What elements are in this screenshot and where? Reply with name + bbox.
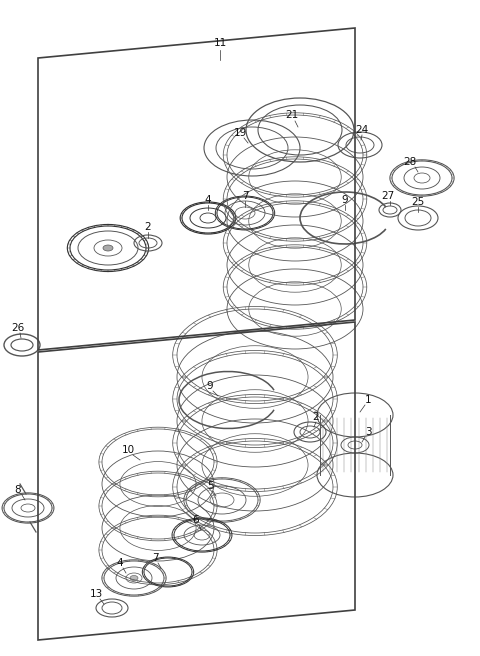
Text: 26: 26 bbox=[12, 323, 24, 333]
Text: 4: 4 bbox=[117, 558, 123, 568]
Text: 6: 6 bbox=[192, 515, 199, 525]
Text: 27: 27 bbox=[382, 191, 395, 201]
Text: 25: 25 bbox=[411, 197, 425, 207]
Text: 4: 4 bbox=[204, 195, 211, 205]
Text: 3: 3 bbox=[365, 427, 372, 437]
Text: 9: 9 bbox=[342, 195, 348, 205]
Ellipse shape bbox=[103, 245, 113, 251]
Text: 13: 13 bbox=[89, 589, 103, 599]
Text: 21: 21 bbox=[286, 110, 299, 120]
Text: 8: 8 bbox=[15, 485, 21, 495]
Text: 5: 5 bbox=[207, 481, 213, 491]
Text: 11: 11 bbox=[214, 38, 227, 48]
Ellipse shape bbox=[130, 575, 138, 581]
Text: 1: 1 bbox=[365, 395, 372, 405]
Text: 24: 24 bbox=[355, 125, 369, 135]
Text: 2: 2 bbox=[312, 412, 319, 422]
Text: 28: 28 bbox=[403, 157, 417, 167]
Text: 7: 7 bbox=[242, 191, 248, 201]
Text: 19: 19 bbox=[233, 128, 247, 138]
Text: 7: 7 bbox=[152, 553, 158, 563]
Text: 9: 9 bbox=[207, 381, 213, 391]
Text: 2: 2 bbox=[144, 222, 151, 232]
Text: 10: 10 bbox=[121, 445, 134, 455]
